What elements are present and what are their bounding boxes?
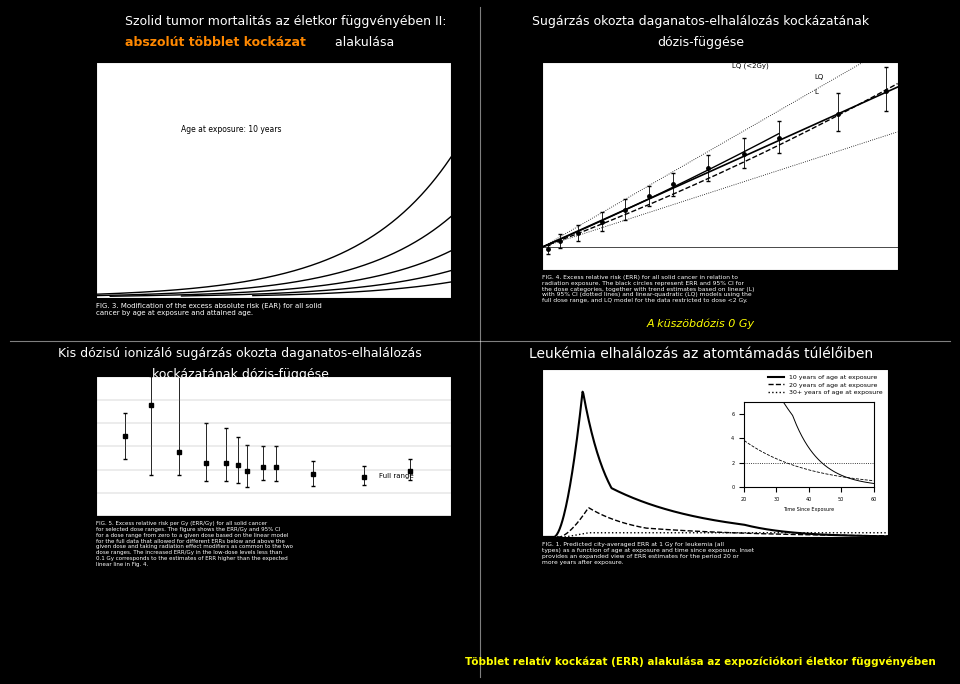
Y-axis label: ERR at 1 Gy: ERR at 1 Gy — [508, 428, 516, 478]
Text: Age at exposure: 10 years: Age at exposure: 10 years — [181, 125, 281, 134]
30+ years of age at exposure — [725, 529, 736, 537]
Text: dózis-függése: dózis-függése — [658, 36, 744, 49]
Text: FIG. 5. Excess relative risk per Gy (ERR/Gy) for all solid cancer
for selected d: FIG. 5. Excess relative risk per Gy (ERR… — [96, 521, 293, 567]
20 years of age at exposure — [875, 531, 886, 540]
10 years of age at exposure — [702, 515, 713, 523]
Text: Kis dózisú ionizáló sugárzás okozta daganatos-elhalálozás: Kis dózisú ionizáló sugárzás okozta daga… — [59, 347, 421, 360]
Text: LQ (<2Gy): LQ (<2Gy) — [732, 62, 769, 69]
Text: A küszöbdózis 0 Gy: A küszöbdózis 0 Gy — [647, 318, 755, 328]
20 years of age at exposure — [702, 527, 713, 536]
Line: 20 years of age at exposure: 20 years of age at exposure — [542, 508, 888, 537]
Y-axis label: EAR/10$^4$ person-years/Gy: EAR/10$^4$ person-years/Gy — [56, 131, 70, 228]
20 years of age at exposure — [882, 531, 894, 540]
Legend: 10 years of age at exposure, 20 years of age at exposure, 30+ years of age at ex: 10 years of age at exposure, 20 years of… — [766, 373, 885, 397]
Text: Leukémia elhalálozás az atomtámadás túlélőiben: Leukémia elhalálozás az atomtámadás túlé… — [529, 347, 873, 361]
10 years of age at exposure — [725, 518, 736, 527]
20 years of age at exposure — [743, 529, 755, 538]
X-axis label: Attained age: Attained age — [242, 321, 305, 332]
Text: L: L — [815, 89, 819, 95]
X-axis label: Time Since Exposure: Time Since Exposure — [671, 561, 759, 570]
Line: 30+ years of age at exposure: 30+ years of age at exposure — [542, 533, 888, 537]
30+ years of age at exposure — [821, 529, 832, 537]
Text: kockázatának dózis-függése: kockázatának dózis-függése — [152, 368, 328, 381]
20 years of age at exposure — [537, 533, 548, 541]
30+ years of age at exposure — [583, 529, 594, 537]
30+ years of age at exposure — [702, 529, 713, 537]
Text: FIG. 1. Predicted city-averaged ERR at 1 Gy for leukemia (all
types) as a functi: FIG. 1. Predicted city-averaged ERR at 1… — [542, 542, 755, 565]
Text: alakulása: alakulása — [331, 36, 395, 49]
Text: FIG. 3. Modification of the excess absolute risk (EAR) for all solid
cancer by a: FIG. 3. Modification of the excess absol… — [96, 302, 322, 316]
20 years of age at exposure — [704, 528, 715, 536]
Text: Szolid tumor mortalitás az életkor függvényében II:: Szolid tumor mortalitás az életkor függv… — [125, 15, 446, 28]
Text: Többlet relatív kockázat (ERR) alakulása az expozíciókori életkor függvényében: Többlet relatív kockázat (ERR) alakulása… — [466, 657, 936, 667]
Text: 30: 30 — [452, 144, 464, 153]
10 years of age at exposure — [577, 388, 588, 396]
10 years of age at exposure — [743, 522, 755, 530]
Text: LQ: LQ — [815, 74, 824, 80]
10 years of age at exposure — [821, 531, 832, 539]
X-axis label: Time Since Exposure: Time Since Exposure — [783, 508, 834, 512]
10 years of age at exposure — [882, 532, 894, 540]
30+ years of age at exposure — [537, 533, 548, 541]
Text: FIG. 4. Excess relative risk (ERR) for all solid cancer in relation to
radiation: FIG. 4. Excess relative risk (ERR) for a… — [542, 275, 755, 303]
Title: Solid cancer: Solid cancer — [690, 51, 750, 61]
Text: Sugárzás okozta daganatos-elhalálozás kockázatának: Sugárzás okozta daganatos-elhalálozás ko… — [532, 15, 870, 28]
X-axis label: Weighted Colon Dose (Gy): Weighted Colon Dose (Gy) — [664, 294, 776, 304]
Text: 20: 20 — [452, 73, 463, 82]
20 years of age at exposure — [821, 531, 832, 539]
30+ years of age at exposure — [875, 529, 886, 537]
Text: abszolút többlet kockázat: abszolút többlet kockázat — [125, 36, 305, 49]
30+ years of age at exposure — [882, 529, 894, 537]
30+ years of age at exposure — [704, 529, 715, 537]
Text: Full range: Full range — [379, 473, 414, 479]
Y-axis label: ERR: ERR — [500, 157, 509, 174]
30+ years of age at exposure — [743, 529, 755, 537]
10 years of age at exposure — [537, 533, 548, 541]
Text: 50: 50 — [452, 261, 463, 271]
20 years of age at exposure — [725, 529, 736, 537]
Text: 40: 40 — [452, 238, 463, 247]
X-axis label: Colon dose (Gy): Colon dose (Gy) — [235, 544, 312, 554]
10 years of age at exposure — [875, 532, 886, 540]
20 years of age at exposure — [583, 503, 594, 512]
10 years of age at exposure — [704, 515, 715, 523]
Y-axis label: ERR/Gy: ERR/Gy — [51, 428, 60, 464]
Line: 10 years of age at exposure: 10 years of age at exposure — [542, 392, 888, 537]
